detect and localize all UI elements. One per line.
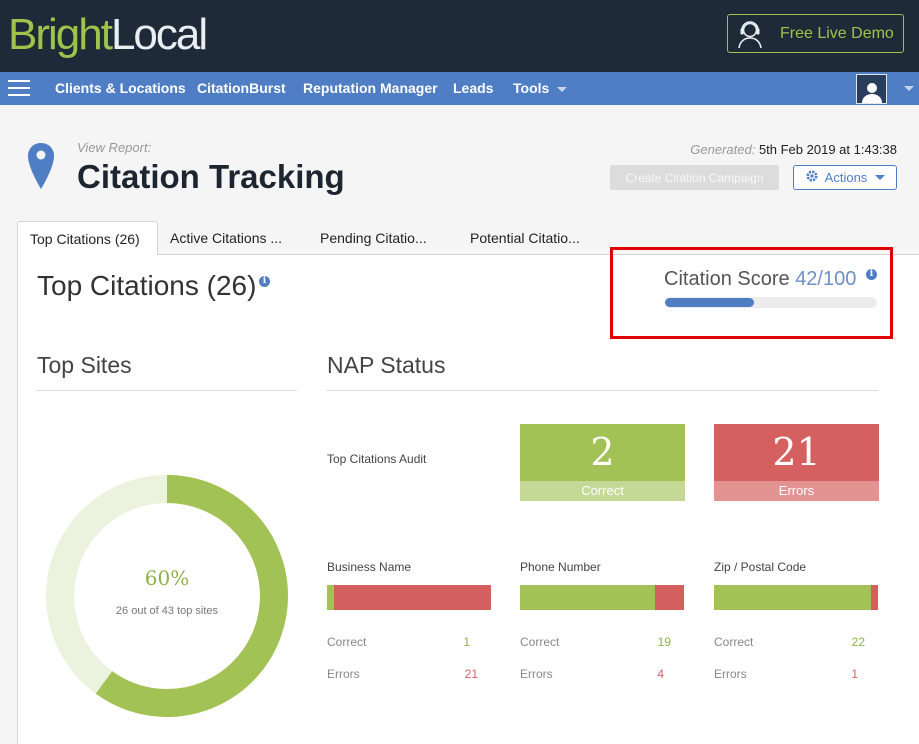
top-citations-audit-label: Top Citations Audit xyxy=(327,452,427,466)
nav-tools[interactable]: Tools xyxy=(513,72,568,105)
phone-number-title: Phone Number xyxy=(520,560,601,574)
divider xyxy=(36,390,297,391)
headset-person-icon xyxy=(728,15,772,52)
view-report-label: View Report: xyxy=(77,140,152,155)
business-name-title: Business Name xyxy=(327,560,412,574)
info-icon[interactable]: i xyxy=(259,276,270,287)
nav-reputation-manager[interactable]: Reputation Manager xyxy=(303,80,438,96)
divider xyxy=(326,390,878,391)
correct-tile[interactable]: 2 Correct xyxy=(520,424,685,501)
generated-label: Generated: xyxy=(690,142,756,157)
zip-postal-code-errors-label: Errors xyxy=(714,667,747,681)
hamburger-menu-icon[interactable] xyxy=(8,80,30,96)
nav-tools-label: Tools xyxy=(513,80,550,96)
correct-caption: Correct xyxy=(520,481,685,501)
free-live-demo-label: Free Live Demo xyxy=(780,24,894,42)
business-name-bar xyxy=(327,585,491,610)
business-name-errors-value: 21 xyxy=(464,667,478,681)
zip-postal-code-bar xyxy=(714,585,878,610)
generated-timestamp: Generated: 5th Feb 2019 at 1:43:38 xyxy=(690,142,897,157)
citation-score-info-icon[interactable]: i xyxy=(866,269,877,280)
correct-count: 2 xyxy=(520,424,685,481)
nav-leads[interactable]: Leads xyxy=(453,80,494,96)
zip-postal-code-correct-fill xyxy=(714,585,871,610)
business-name-correct-value: 1 xyxy=(463,635,470,649)
citation-score: Citation Score 42/100 xyxy=(664,268,856,291)
brightlocal-logo[interactable]: BrightLocal xyxy=(8,10,208,59)
generated-value: 5th Feb 2019 at 1:43:38 xyxy=(758,142,897,157)
location-pin-icon xyxy=(27,142,55,195)
user-icon xyxy=(861,83,882,103)
create-citation-campaign-button[interactable]: Create Citation Campaign xyxy=(610,165,779,190)
gear-icon xyxy=(805,169,819,186)
actions-label: Actions xyxy=(824,170,868,185)
top-sites-subtitle: 26 out of 43 top sites xyxy=(115,605,219,617)
top-sites-donut-chart xyxy=(46,475,288,717)
user-avatar[interactable] xyxy=(856,74,887,104)
zip-postal-code-errors-value: 1 xyxy=(851,667,858,681)
section-title: Top Citations (26) xyxy=(37,270,257,301)
tab-active-citations[interactable]: Active Citations ... xyxy=(170,230,283,246)
citation-score-progress-fill xyxy=(665,298,755,307)
top-sites-heading: Top Sites xyxy=(37,352,132,378)
highlight-box xyxy=(610,247,893,339)
phone-number-correct-value: 19 xyxy=(657,635,671,649)
page-title: Citation Tracking xyxy=(77,158,345,195)
top-header: BrightLocal Free Live Demo xyxy=(0,0,919,72)
tab-potential-citations[interactable]: Potential Citatio... xyxy=(470,230,580,246)
nav-clients-locations[interactable]: Clients & Locations xyxy=(55,80,186,96)
errors-tile[interactable]: 21 Errors xyxy=(714,424,879,501)
errors-count: 21 xyxy=(714,424,879,481)
tab-top-citations[interactable]: Top Citations (26) xyxy=(17,221,158,255)
business-name-errors-label: Errors xyxy=(327,667,360,681)
main-navbar: Clients & Locations CitationBurst Reputa… xyxy=(0,72,919,105)
nap-status-heading: NAP Status xyxy=(327,352,446,378)
citation-score-label: Citation Score xyxy=(664,268,790,290)
business-name-correct-label: Correct xyxy=(327,635,367,649)
zip-postal-code-correct-label: Correct xyxy=(714,635,754,649)
phone-number-errors-value: 4 xyxy=(657,667,664,681)
business-name-correct-fill xyxy=(327,585,335,610)
zip-postal-code-correct-value: 22 xyxy=(851,635,865,649)
citation-score-progress-bar xyxy=(665,297,877,308)
top-sites-percent: 60% xyxy=(144,566,190,590)
citation-score-value: 42/100 xyxy=(795,268,857,290)
tab-pending-citations[interactable]: Pending Citatio... xyxy=(320,230,427,246)
phone-number-bar xyxy=(520,585,684,610)
user-menu-chevron-icon[interactable] xyxy=(904,86,914,91)
phone-number-correct-fill xyxy=(520,585,656,610)
free-live-demo-button[interactable]: Free Live Demo xyxy=(727,14,904,53)
phone-number-correct-label: Correct xyxy=(520,635,560,649)
phone-number-errors-label: Errors xyxy=(520,667,553,681)
zip-postal-code-title: Zip / Postal Code xyxy=(714,560,807,574)
donut-progress-arc xyxy=(46,475,288,717)
errors-caption: Errors xyxy=(714,481,879,501)
nav-citationburst[interactable]: CitationBurst xyxy=(197,80,286,96)
chevron-down-icon xyxy=(875,175,886,180)
chevron-down-icon xyxy=(557,86,568,92)
actions-dropdown-button[interactable]: Actions xyxy=(793,165,897,190)
